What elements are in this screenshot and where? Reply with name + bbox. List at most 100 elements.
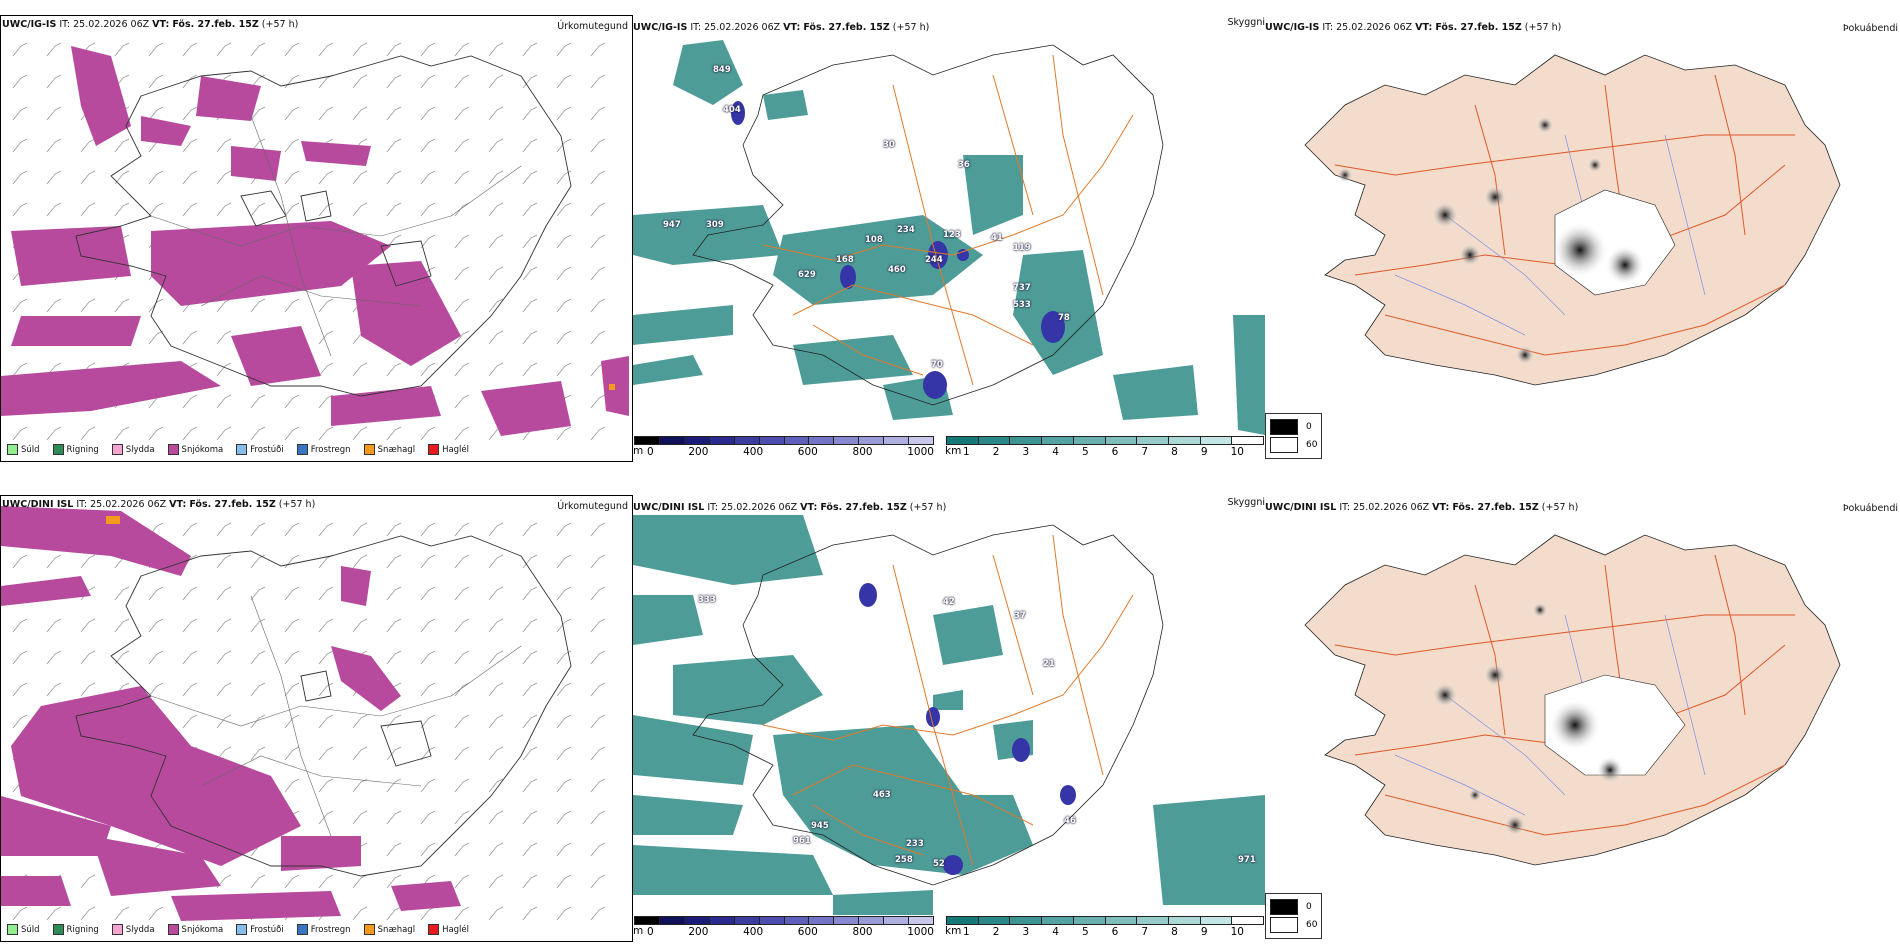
wind-barb — [386, 362, 402, 377]
it-label: IT: — [690, 22, 702, 33]
cloud-base-label: 123 — [943, 230, 961, 240]
wind-barb — [148, 330, 164, 345]
vt-label: VT: — [169, 499, 187, 510]
legend-swatch — [236, 924, 248, 935]
cloud-base-label: 108 — [865, 235, 883, 245]
cloud-base-label: 52 — [933, 859, 945, 869]
fog-legend-swatch — [1270, 419, 1298, 435]
legend-swatch — [167, 444, 179, 455]
wind-barb — [148, 298, 164, 313]
cloud-base-areas — [859, 583, 1076, 875]
model-name: UWC/DINI ISL — [633, 502, 705, 513]
wind-barb — [12, 42, 28, 57]
wind-barb — [318, 298, 334, 313]
fog-legend-1: 0 60 — [1265, 413, 1323, 459]
wind-barb — [556, 522, 572, 537]
wind-barb — [148, 650, 164, 665]
wind-barb — [522, 202, 538, 217]
wind-barb — [420, 650, 436, 665]
legend-item: Rigning — [52, 924, 99, 935]
precip-type-panel-1: UWC/IG-IS IT: 25.02.2026 06Z VT: Fös. 27… — [0, 15, 633, 462]
wind-barb — [250, 202, 266, 217]
cloud-base-label: 21 — [1043, 659, 1055, 669]
wind-barb — [420, 234, 436, 249]
wind-barb — [420, 586, 436, 601]
colorbar-step — [947, 437, 979, 444]
fog-legend-row: 60 — [1270, 437, 1317, 453]
cloud-base-label: 46 — [1064, 816, 1076, 826]
panel-title-1c: UWC/IG-IS IT: 25.02.2026 06Z VT: Fös. 27… — [1265, 22, 1561, 34]
wind-barb — [318, 810, 334, 825]
wind-barb — [488, 906, 504, 921]
wind-barb — [182, 202, 198, 217]
wind-barb — [284, 202, 300, 217]
wind-barb — [454, 138, 470, 153]
wind-barb — [114, 426, 130, 441]
lead-time: (+57 h) — [261, 19, 299, 30]
height-unit: m — [633, 445, 644, 457]
wind-barb — [318, 522, 334, 537]
wind-barb — [114, 298, 130, 313]
wind-barb — [216, 170, 232, 185]
cloud-base-label: 961 — [793, 836, 811, 846]
wind-barb — [488, 42, 504, 57]
vt-value: Fös. 27.feb. 15Z — [1452, 502, 1539, 513]
wind-barb — [556, 618, 572, 633]
snowfall-areas — [1, 46, 629, 436]
colorbar-step — [1137, 917, 1169, 924]
wind-barb — [522, 330, 538, 345]
wind-barb — [454, 810, 470, 825]
wind-barb — [522, 618, 538, 633]
wind-barb — [556, 586, 572, 601]
it-value: 25.02.2026 06Z — [90, 499, 167, 510]
wind-barb — [386, 522, 402, 537]
wind-barb — [556, 362, 572, 377]
wind-barb — [352, 426, 368, 441]
wind-barb — [352, 714, 368, 729]
wind-barb — [556, 746, 572, 761]
colorbar-tick: 3 — [1022, 446, 1030, 458]
colorbar-step — [978, 437, 1011, 444]
wind-barb — [488, 74, 504, 89]
legend-label: Súld — [21, 924, 40, 935]
wind-barb — [250, 394, 266, 409]
colorbar-tick: 2 — [992, 446, 1000, 458]
wind-barb — [590, 810, 606, 825]
model-name: UWC/IG-IS — [2, 19, 57, 30]
colorbar-step — [978, 917, 1011, 924]
wind-barb — [420, 618, 436, 633]
wind-barb — [114, 906, 130, 921]
legend-swatch — [363, 444, 375, 455]
colorbar-tick: 7 — [1141, 926, 1149, 938]
wind-barb — [12, 714, 28, 729]
cloud-base-label: 945 — [811, 821, 829, 831]
wind-barb — [46, 906, 62, 921]
wind-barb — [318, 746, 334, 761]
wind-barb — [12, 362, 28, 377]
fog-index-areas — [1337, 116, 1645, 365]
wind-barb — [522, 778, 538, 793]
wind-barb — [556, 778, 572, 793]
fog-index-areas — [1432, 602, 1624, 836]
wind-barb — [12, 202, 28, 217]
wind-barb — [46, 682, 62, 697]
low-visibility-areas — [633, 515, 1265, 915]
wind-barb — [420, 682, 436, 697]
wind-barb — [488, 618, 504, 633]
legend-item: Súld — [7, 924, 40, 935]
wind-barb — [148, 618, 164, 633]
cloud-base-label: 533 — [1013, 300, 1031, 310]
cloud-base-label: 30 — [883, 140, 895, 150]
wind-barb — [522, 42, 538, 57]
cloud-base-label: 258 — [895, 855, 913, 865]
colorbar-step — [1042, 917, 1074, 924]
wind-barb — [46, 298, 62, 313]
wind-barb — [522, 746, 538, 761]
wind-barb — [284, 106, 300, 121]
wind-barb — [522, 266, 538, 281]
height-colorbar-1: 0 200 400 600 800 1000 m — [633, 436, 934, 458]
vt-label: VT: — [1415, 22, 1433, 33]
wind-barb — [216, 650, 232, 665]
vt-value: Fös. 27.feb. 15Z — [1435, 22, 1522, 33]
colorbar-tick: 1 — [963, 446, 970, 458]
